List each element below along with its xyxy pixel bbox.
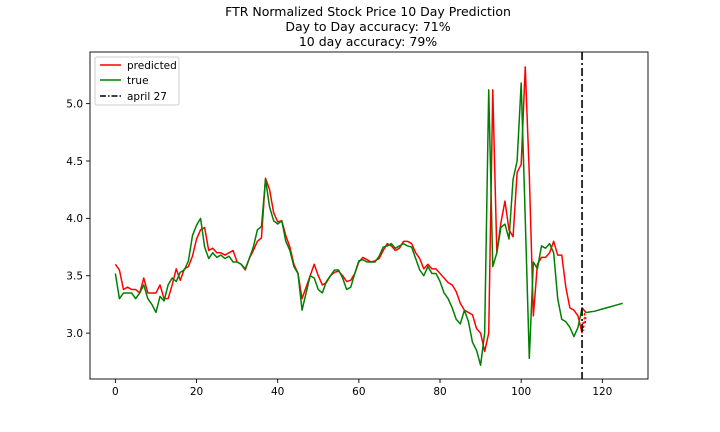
y-tick-label: 3.5 <box>66 271 83 283</box>
x-tick-label: 0 <box>112 386 119 398</box>
legend: predicted true april 27 <box>94 56 180 106</box>
legend-label-predicted: predicted <box>127 60 177 72</box>
chart-subtitle-10day-accuracy: 10 day accuracy: 79% <box>298 34 438 49</box>
chart-subtitle-day-accuracy: Day to Day accuracy: 71% <box>285 19 451 34</box>
y-tick-label: 5.0 <box>66 98 83 110</box>
x-tick-label: 60 <box>352 386 365 398</box>
series-line-true <box>114 82 623 366</box>
y-tick-label: 4.0 <box>66 213 83 225</box>
chart-title: FTR Normalized Stock Price 10 Day Predic… <box>225 4 511 19</box>
y-tick-label: 3.0 <box>66 328 83 340</box>
x-tick-label: 100 <box>511 386 531 398</box>
y-axis: 3.0 3.5 4.0 4.5 5.0 <box>66 98 90 340</box>
series-layer <box>114 52 623 379</box>
x-tick-label: 40 <box>271 386 284 398</box>
series-line-predicted-forecast <box>581 310 587 334</box>
x-tick-label: 80 <box>433 386 446 398</box>
legend-label-april-27: april 27 <box>127 91 167 103</box>
y-tick-label: 4.5 <box>66 156 83 168</box>
x-axis: 0 20 40 60 80 100 120 <box>112 379 612 398</box>
chart-title-block: FTR Normalized Stock Price 10 Day Predic… <box>0 4 720 49</box>
x-tick-label: 20 <box>190 386 203 398</box>
legend-label-true: true <box>127 75 149 87</box>
series-line-predicted <box>114 66 583 353</box>
x-tick-label: 120 <box>592 386 612 398</box>
plot-area-frame <box>89 51 649 380</box>
legend-box <box>94 56 180 106</box>
